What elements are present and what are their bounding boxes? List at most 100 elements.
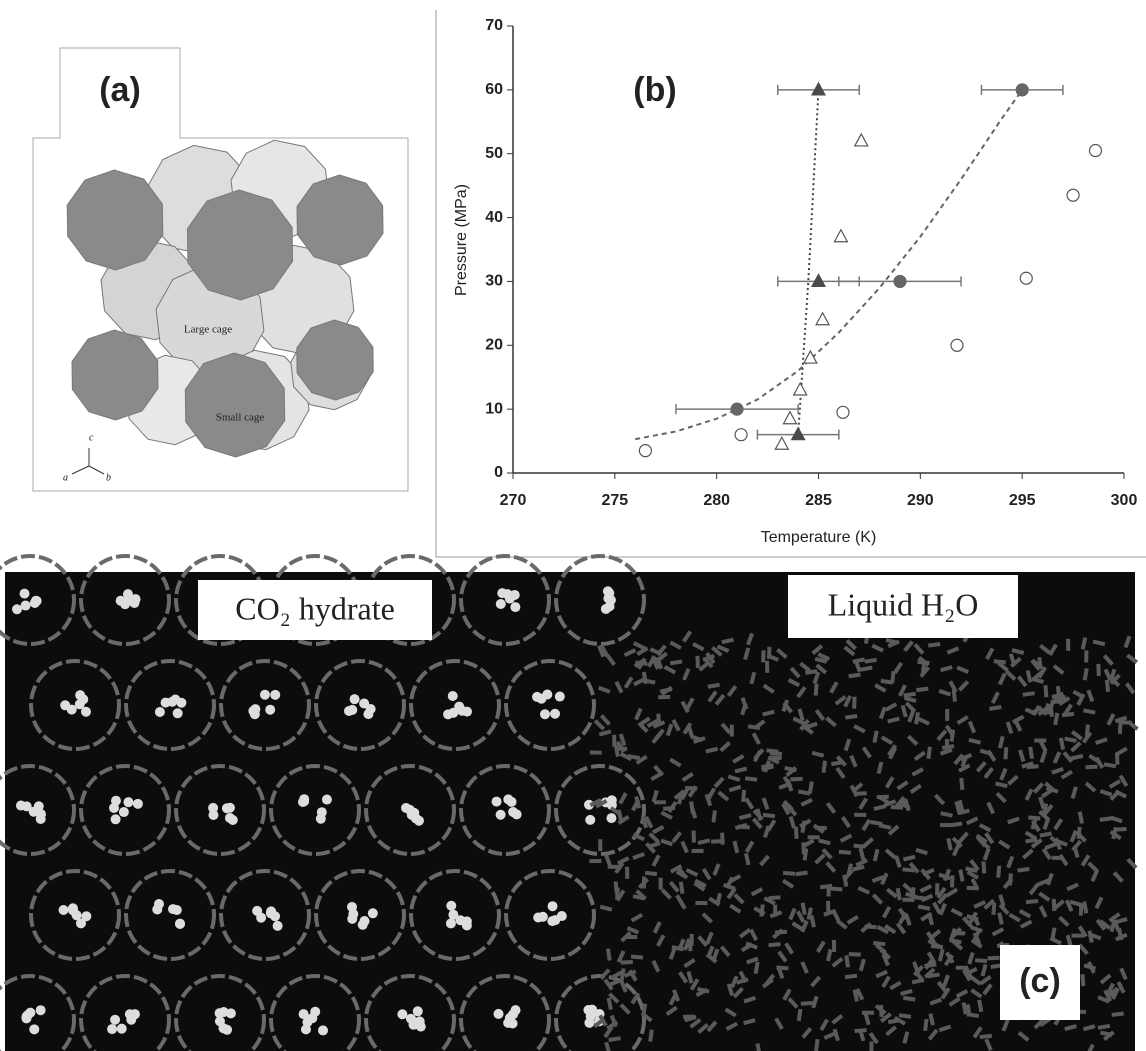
- water: [619, 1003, 631, 1015]
- water: [1047, 702, 1055, 715]
- water: [835, 766, 846, 779]
- water: [790, 776, 803, 782]
- guest: [317, 1025, 328, 1036]
- water: [697, 935, 709, 947]
- water: [936, 886, 947, 899]
- cage: [314, 869, 406, 961]
- water: [1072, 689, 1085, 700]
- water: [603, 978, 614, 991]
- water: [805, 669, 818, 675]
- water: [663, 806, 676, 811]
- water: [1108, 779, 1122, 789]
- water: [1118, 774, 1129, 787]
- cage: [554, 554, 646, 646]
- water: [880, 735, 894, 745]
- water: [753, 719, 766, 730]
- water: [937, 948, 945, 962]
- water: [958, 763, 971, 773]
- water: [1061, 711, 1075, 718]
- water: [656, 713, 662, 726]
- water: [944, 724, 955, 737]
- water: [759, 854, 770, 867]
- water: [871, 893, 884, 905]
- water: [769, 910, 783, 919]
- guest: [448, 707, 459, 718]
- water: [1095, 918, 1107, 931]
- water: [946, 646, 960, 655]
- label-box: [198, 580, 432, 640]
- water: [830, 886, 843, 892]
- water: [715, 892, 722, 906]
- water: [608, 1036, 621, 1042]
- water: [619, 968, 626, 981]
- guest: [510, 1005, 521, 1016]
- guest: [606, 813, 617, 824]
- water: [1007, 873, 1013, 886]
- water: [902, 854, 916, 862]
- panel-label: (a): [99, 71, 141, 109]
- water: [1030, 659, 1041, 671]
- water: [811, 995, 819, 1009]
- cage: [124, 659, 216, 751]
- water: [843, 738, 852, 752]
- cage: [79, 764, 171, 856]
- water: [936, 980, 948, 993]
- water: [623, 648, 637, 657]
- water: [784, 942, 794, 955]
- water: [849, 784, 859, 798]
- water: [998, 903, 1010, 916]
- guest: [508, 807, 519, 818]
- fit-line: [797, 89, 820, 435]
- water: [669, 757, 682, 768]
- water: [682, 630, 693, 643]
- water: [740, 942, 754, 953]
- water: [854, 1028, 867, 1034]
- water: [683, 958, 696, 969]
- water: [1123, 635, 1132, 649]
- water: [750, 887, 764, 897]
- water: [728, 784, 742, 793]
- water: [726, 887, 737, 900]
- water: [849, 754, 858, 768]
- water: [671, 831, 682, 844]
- water: [1106, 982, 1115, 996]
- water: [858, 847, 866, 861]
- point: [893, 274, 907, 289]
- guest: [584, 1017, 595, 1028]
- water: [868, 1032, 879, 1045]
- water: [738, 928, 752, 939]
- water: [1006, 855, 1015, 869]
- guest: [222, 1024, 233, 1035]
- water: [998, 839, 1011, 850]
- water: [1039, 644, 1052, 655]
- polyhedron: [184, 352, 286, 458]
- water: [744, 776, 758, 782]
- water: [730, 975, 739, 989]
- water: [1045, 786, 1059, 794]
- region-label: CO₂ hydrate: [235, 590, 395, 626]
- water: [993, 659, 1006, 665]
- water: [940, 811, 953, 818]
- water: [835, 755, 847, 767]
- water: [950, 907, 964, 918]
- guest: [539, 709, 550, 720]
- water: [1011, 714, 1025, 724]
- water: [1109, 673, 1121, 685]
- water: [957, 831, 969, 844]
- water: [940, 987, 951, 1000]
- guest: [110, 814, 121, 825]
- water: [831, 1014, 844, 1025]
- water: [618, 792, 628, 805]
- water: [1085, 764, 1098, 770]
- water: [906, 734, 919, 746]
- water: [671, 718, 681, 732]
- water: [627, 754, 641, 761]
- water: [983, 898, 995, 910]
- water: [1011, 648, 1025, 655]
- water: [1016, 675, 1028, 688]
- water: [927, 1028, 939, 1041]
- water: [1110, 815, 1123, 824]
- cage: [364, 764, 456, 856]
- water: [762, 709, 775, 717]
- water: [1077, 943, 1089, 956]
